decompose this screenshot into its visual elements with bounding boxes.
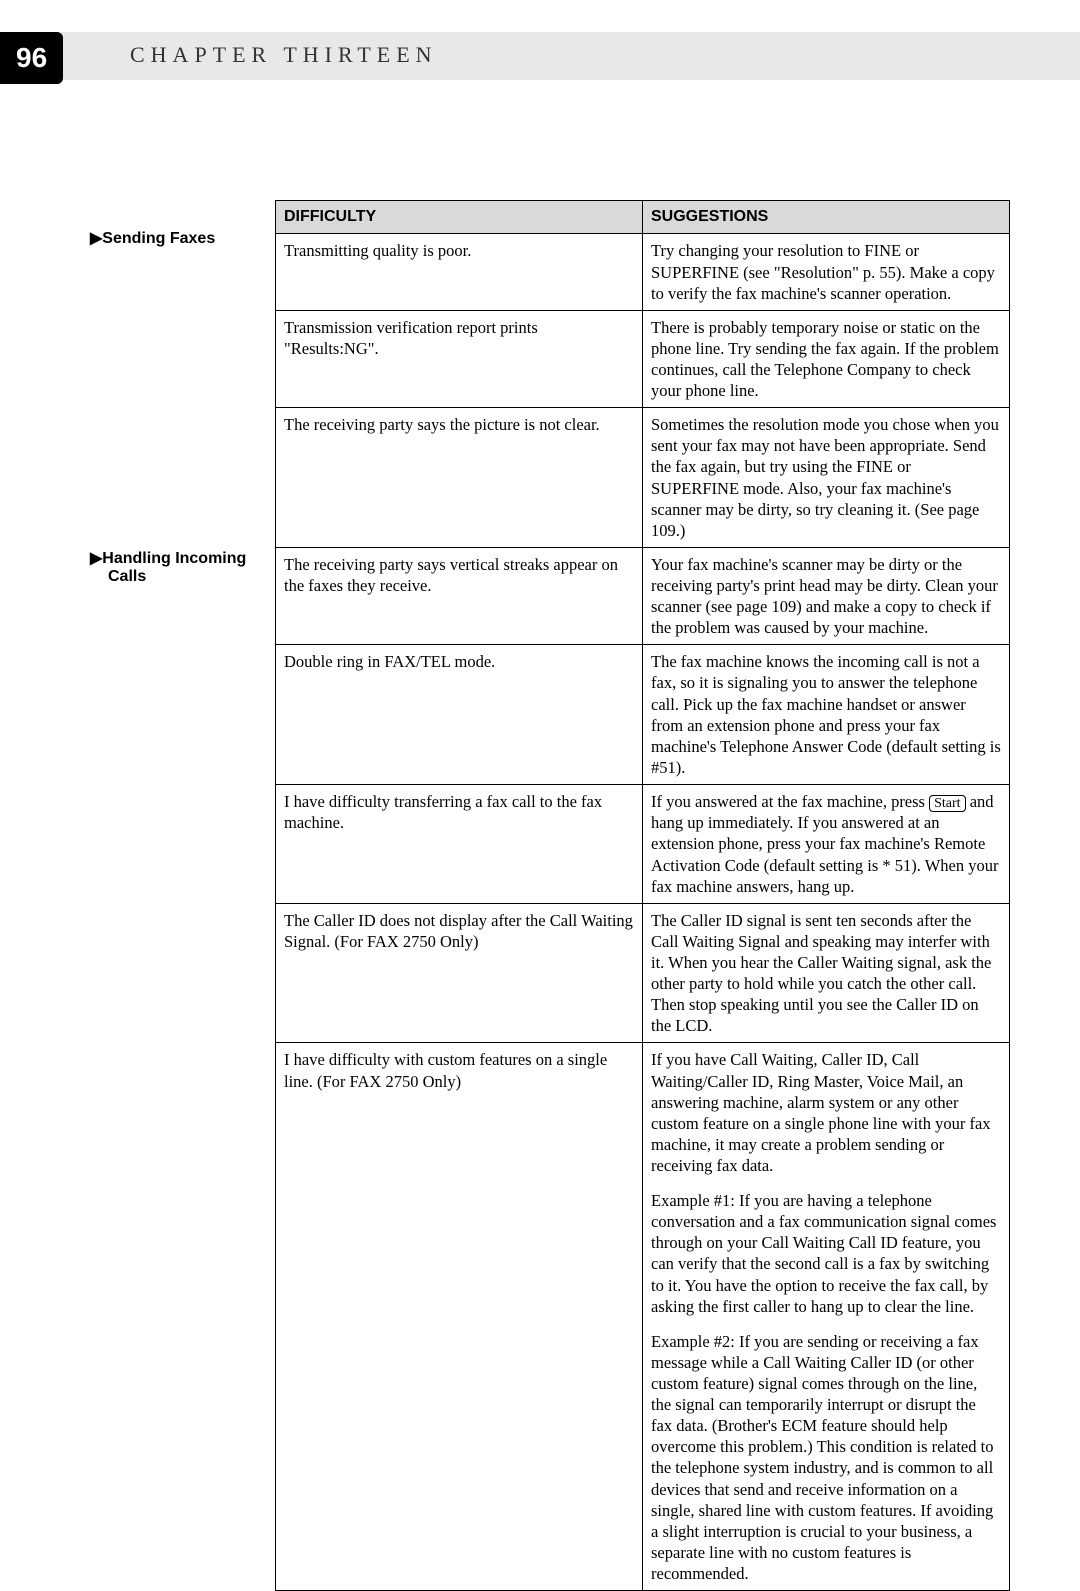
cell-suggestion: There is probably temporary noise or sta… <box>643 310 1010 407</box>
side-label-handling-incoming: ▶Handling Incoming Calls <box>90 548 246 586</box>
side-label-sending-faxes: ▶Sending Faxes <box>90 228 215 248</box>
cell-difficulty: The receiving party says vertical streak… <box>276 547 643 644</box>
table-row: The receiving party says vertical streak… <box>276 547 1010 644</box>
start-key: Start <box>929 795 965 812</box>
table-header-row: DIFFICULTY SUGGESTIONS <box>276 201 1010 234</box>
paragraph-3: Example #2: If you are sending or receiv… <box>651 1331 1001 1584</box>
cell-suggestion: Try changing your resolution to FINE or … <box>643 234 1010 310</box>
cell-suggestion: If you answered at the fax machine, pres… <box>643 784 1010 903</box>
table-row: I have difficulty transferring a fax cal… <box>276 784 1010 903</box>
table-row: The receiving party says the picture is … <box>276 408 1010 548</box>
cell-suggestion: If you have Call Waiting, Caller ID, Cal… <box>643 1043 1010 1591</box>
cell-difficulty: The Caller ID does not display after the… <box>276 903 643 1043</box>
troubleshooting-table: DIFFICULTY SUGGESTIONS Transmitting qual… <box>275 200 1010 1591</box>
table-row: Transmitting quality is poor. Try changi… <box>276 234 1010 310</box>
col-header-suggestions: SUGGESTIONS <box>643 201 1010 234</box>
paragraph-1: If you have Call Waiting, Caller ID, Cal… <box>651 1049 1001 1176</box>
table-row: Transmission verification report prints … <box>276 310 1010 407</box>
cell-difficulty: Transmitting quality is poor. <box>276 234 643 310</box>
cell-difficulty: I have difficulty transferring a fax cal… <box>276 784 643 903</box>
cell-difficulty: Transmission verification report prints … <box>276 310 643 407</box>
side-label-line2: Calls <box>108 568 146 585</box>
cell-suggestion: The fax machine knows the incoming call … <box>643 645 1010 785</box>
table-row: The Caller ID does not display after the… <box>276 903 1010 1043</box>
table-row: Double ring in FAX/TEL mode. The fax mac… <box>276 645 1010 785</box>
chapter-title: CHAPTER THIRTEEN <box>130 42 438 68</box>
cell-suggestion: The Caller ID signal is sent ten seconds… <box>643 903 1010 1043</box>
paragraph-2: Example #1: If you are having a telephon… <box>651 1190 1001 1317</box>
cell-suggestion: Your fax machine's scanner may be dirty … <box>643 547 1010 644</box>
text-pre: If you answered at the fax machine, pres… <box>651 792 929 811</box>
side-labels: ▶Sending Faxes ▶Handling Incoming Calls <box>90 200 265 1591</box>
cell-suggestion: Sometimes the resolution mode you chose … <box>643 408 1010 548</box>
cell-difficulty: I have difficulty with custom features o… <box>276 1043 643 1591</box>
side-label-line1: ▶Handling Incoming <box>90 550 246 567</box>
cell-difficulty: The receiving party says the picture is … <box>276 408 643 548</box>
col-header-difficulty: DIFFICULTY <box>276 201 643 234</box>
table-row: I have difficulty with custom features o… <box>276 1043 1010 1591</box>
content-area: ▶Sending Faxes ▶Handling Incoming Calls … <box>90 200 1010 1591</box>
page-number: 96 <box>0 32 63 84</box>
cell-difficulty: Double ring in FAX/TEL mode. <box>276 645 643 785</box>
